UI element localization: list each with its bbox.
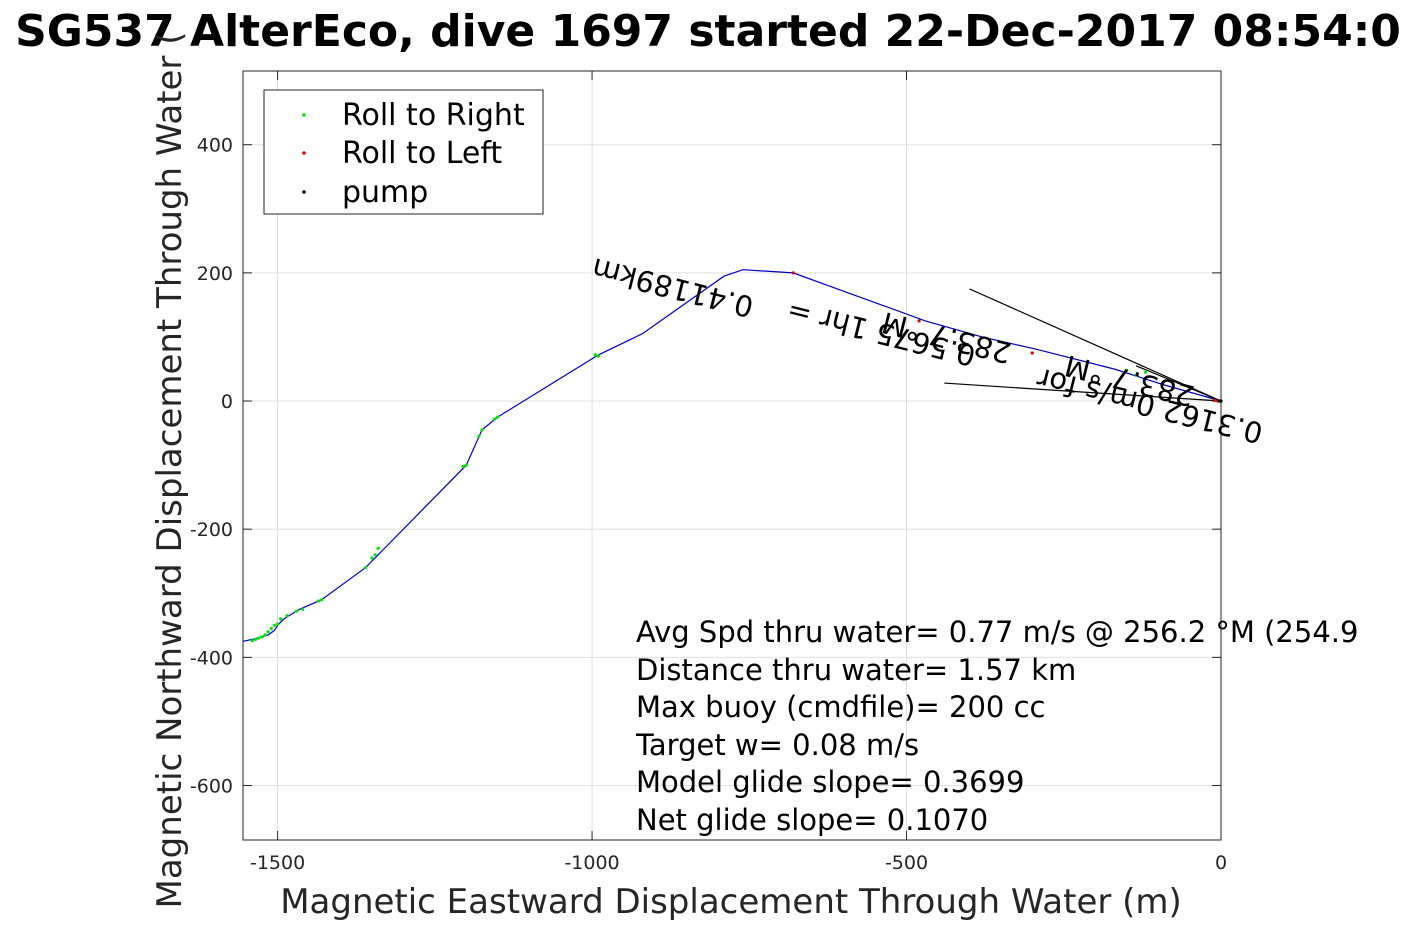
tick-layer: -1500 -1000 -500 0 -600 -400 -200 0 200 400: [190, 71, 1227, 874]
legend: Roll to Right Roll to Left pump: [263, 89, 544, 215]
legend-label-roll-left: Roll to Left: [342, 136, 502, 171]
point-pump: [1217, 399, 1221, 403]
current-arrow-shaft: [1135, 365, 1222, 402]
point-roll-to-right: [593, 353, 597, 357]
point-roll-to-right: [320, 598, 324, 602]
y-tick-label: 200: [197, 263, 233, 285]
point-roll-to-left: [791, 271, 795, 275]
legend-marker-roll-left: [302, 151, 306, 155]
stat-distance: Distance thru water= 1.57 km: [636, 653, 1076, 687]
y-tick-label: 0: [221, 391, 233, 413]
legend-marker-pump: [302, 190, 306, 194]
x-axis-label: Magnetic Eastward Displacement Through W…: [280, 882, 1182, 922]
stat-net-glide: Net glide slope= 0.1070: [636, 803, 988, 837]
point-roll-to-right: [279, 617, 283, 621]
point-roll-to-left: [917, 319, 921, 323]
point-roll-to-left: [1030, 351, 1034, 355]
point-roll-to-right: [260, 635, 264, 639]
x-tick-label: 0: [1215, 852, 1227, 874]
point-roll-to-right: [257, 636, 261, 640]
stat-model-glide: Model glide slope= 0.3699: [636, 765, 1024, 799]
y-axis-label: Magnetic Northward Displacement Through …: [150, 32, 190, 909]
point-roll-to-right: [596, 354, 601, 358]
point-roll-to-right: [376, 546, 380, 551]
x-tick-label: -1500: [250, 852, 305, 874]
legend-marker-roll-right: [302, 113, 306, 117]
x-tick-label: -500: [885, 852, 928, 874]
point-roll-to-right: [294, 609, 299, 613]
legend-box: [263, 89, 544, 215]
current-arrow-line-upper: [969, 288, 1222, 402]
x-tick-label: -1000: [564, 852, 619, 874]
point-roll-to-right: [1143, 370, 1148, 374]
point-roll-to-right: [316, 599, 321, 603]
point-roll-to-right: [269, 626, 273, 631]
point-roll-to-right: [1134, 373, 1138, 377]
marker-layer: [250, 271, 1223, 643]
point-roll-to-right: [285, 614, 289, 618]
point-roll-to-right: [496, 415, 500, 419]
point-roll-to-right: [493, 417, 497, 421]
y-tick-label: 400: [197, 135, 233, 157]
grid-layer: [243, 71, 1221, 840]
current-arrow-line-lower: [944, 382, 1222, 402]
point-roll-to-right: [461, 464, 465, 468]
plot-area: [242, 70, 1222, 841]
stat-target-w: Target w= 0.08 m/s: [635, 728, 919, 762]
chart-title: SG537 AlterEco, dive 1697 started 22-Dec…: [15, 6, 1401, 57]
point-roll-to-right: [250, 639, 254, 643]
point-roll-to-right: [373, 553, 377, 557]
point-roll-to-right: [464, 463, 468, 467]
current-arrow: [944, 288, 1222, 402]
stat-avg-speed: Avg Spd thru water= 0.77 m/s @ 256.2 °M …: [636, 615, 1358, 649]
current-annotation-distance: 0.41189km: [588, 251, 756, 324]
point-roll-to-right: [480, 428, 484, 432]
point-roll-to-right: [477, 434, 481, 438]
point-roll-to-right: [263, 633, 267, 637]
point-roll-to-right: [370, 556, 374, 560]
point-roll-to-right: [301, 607, 305, 611]
y-tick-label: -200: [190, 519, 233, 541]
point-roll-to-right: [276, 622, 280, 626]
point-roll-to-right: [254, 637, 258, 642]
point-roll-to-right: [266, 630, 270, 634]
legend-label-pump: pump: [342, 175, 428, 210]
point-roll-to-left: [1213, 398, 1217, 402]
stat-max-buoy: Max buoy (cmdfile)= 200 cc: [636, 690, 1045, 724]
point-roll-to-right: [272, 623, 276, 627]
legend-label-roll-right: Roll to Right: [342, 98, 525, 133]
y-tick-label: -600: [190, 776, 233, 798]
point-roll-to-right: [1125, 368, 1129, 372]
dive-track-line: [242, 269, 1222, 642]
y-tick-label: -400: [190, 647, 233, 669]
point-roll-to-right: [364, 566, 368, 570]
